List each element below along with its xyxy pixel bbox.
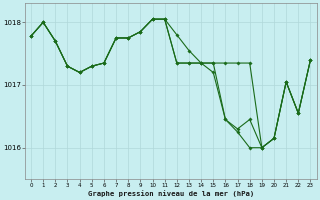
X-axis label: Graphe pression niveau de la mer (hPa): Graphe pression niveau de la mer (hPa) [88,190,254,197]
